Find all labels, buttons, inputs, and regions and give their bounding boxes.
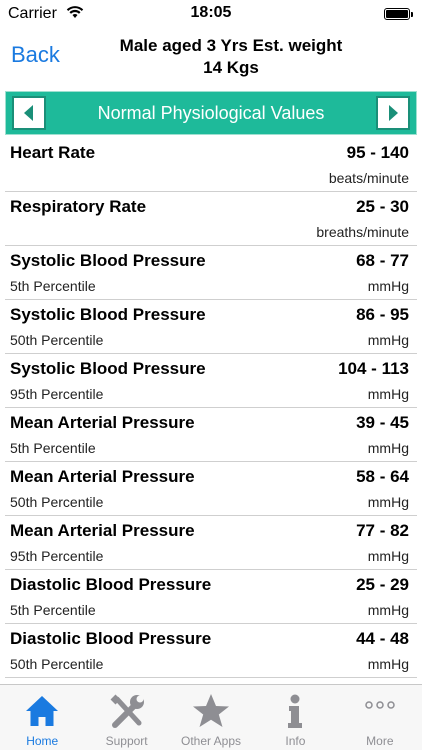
list-item: Systolic Blood Pressure 104 - 113 95th P…: [5, 354, 417, 408]
parameter-range: 68 - 77: [356, 251, 409, 270]
section-title: Normal Physiological Values: [97, 103, 325, 123]
parameter-name: Systolic Blood Pressure: [10, 251, 206, 270]
tools-icon: [107, 691, 147, 731]
parameter-unit: mmHg: [367, 332, 409, 348]
wifi-icon: [66, 5, 84, 19]
parameter-range: 25 - 29: [356, 575, 409, 594]
parameter-name: Mean Arterial Pressure: [10, 467, 195, 486]
parameter-percentile: 5th Percentile: [10, 440, 96, 456]
parameter-range: 44 - 48: [356, 629, 409, 648]
parameter-unit: mmHg: [367, 440, 409, 456]
parameter-percentile: 5th Percentile: [10, 602, 96, 618]
parameter-percentile: 50th Percentile: [10, 656, 104, 672]
patient-summary-title: Male aged 3 Yrs Est. weight 14 Kgs: [119, 36, 343, 77]
tab-home-label: Home: [26, 734, 59, 748]
list-item: Diastolic Blood Pressure 44 - 48 50th Pe…: [5, 624, 417, 678]
parameter-percentile: 95th Percentile: [10, 386, 104, 402]
tab-bar: Home Support Other Apps: [0, 684, 422, 750]
section-header: Normal Physiological Values: [5, 91, 417, 135]
status-bar: Carrier 18:05: [0, 0, 422, 28]
battery-icon: [384, 8, 413, 20]
parameter-unit: mmHg: [367, 656, 409, 672]
parameter-range: 25 - 30: [356, 197, 409, 216]
info-icon: [275, 691, 315, 731]
list-item: Diastolic Blood Pressure 25 - 29 5th Per…: [5, 570, 417, 624]
tab-support-label: Support: [105, 734, 148, 748]
arrow-right-icon: [389, 105, 398, 121]
parameter-range: 95 - 140: [346, 143, 409, 162]
parameter-name: Diastolic Blood Pressure: [10, 575, 212, 594]
home-icon: [22, 691, 62, 731]
parameter-range: 86 - 95: [356, 305, 409, 324]
parameter-range: 39 - 45: [356, 413, 409, 432]
parameter-name: Diastolic Blood Pressure: [10, 629, 212, 648]
tab-info[interactable]: Info: [253, 685, 337, 750]
navigation-bar: Back Male aged 3 Yrs Est. weight 14 Kgs: [0, 28, 422, 84]
star-icon: [191, 691, 231, 731]
parameter-name: Mean Arterial Pressure: [10, 521, 195, 540]
next-section-button[interactable]: [376, 96, 410, 130]
parameter-range: 104 - 113: [338, 359, 409, 378]
parameter-name: Respiratory Rate: [10, 197, 147, 216]
parameter-unit: mmHg: [367, 278, 409, 294]
tab-other-apps-label: Other Apps: [180, 734, 242, 748]
parameter-unit: mmHg: [367, 494, 409, 510]
more-icon: [360, 691, 400, 731]
list-item: Systolic Blood Pressure 68 - 77 5th Perc…: [5, 246, 417, 300]
parameter-range: 58 - 64: [356, 467, 409, 486]
tab-other-apps[interactable]: Other Apps: [169, 685, 253, 750]
list-item: Systolic Blood Pressure 86 - 95 50th Per…: [5, 300, 417, 354]
list-item: Heart Rate 95 - 140 beats/minute: [5, 138, 417, 192]
values-list: Heart Rate 95 - 140 beats/minute Respira…: [5, 138, 417, 678]
parameter-unit: mmHg: [367, 548, 409, 564]
parameter-unit: mmHg: [367, 602, 409, 618]
back-button[interactable]: Back: [11, 42, 60, 67]
parameter-unit: beats/minute: [328, 170, 409, 186]
tab-more-label: More: [366, 734, 394, 748]
tab-home[interactable]: Home: [0, 685, 84, 750]
list-item: Mean Arterial Pressure 58 - 64 50th Perc…: [5, 462, 417, 516]
parameter-name: Systolic Blood Pressure: [10, 305, 206, 324]
parameter-unit: mmHg: [367, 386, 409, 402]
clock-time: 18:05: [190, 4, 232, 21]
parameter-name: Mean Arterial Pressure: [10, 413, 195, 432]
parameter-percentile: 50th Percentile: [10, 494, 104, 510]
tab-support[interactable]: Support: [84, 685, 168, 750]
parameter-name: Systolic Blood Pressure: [10, 359, 206, 378]
parameter-percentile: 50th Percentile: [10, 332, 104, 348]
parameter-name: Heart Rate: [10, 143, 96, 162]
previous-section-button[interactable]: [12, 96, 46, 130]
arrow-left-icon: [24, 105, 33, 121]
list-item: Mean Arterial Pressure 39 - 45 5th Perce…: [5, 408, 417, 462]
list-item: Mean Arterial Pressure 77 - 82 95th Perc…: [5, 516, 417, 570]
parameter-unit: breaths/minute: [316, 224, 409, 240]
tab-info-label: Info: [285, 734, 306, 748]
parameter-percentile: 5th Percentile: [10, 278, 96, 294]
parameter-range: 77 - 82: [356, 521, 409, 540]
carrier-label: Carrier: [8, 5, 57, 22]
list-item: Respiratory Rate 25 - 30 breaths/minute: [5, 192, 417, 246]
tab-more[interactable]: More: [338, 685, 422, 750]
parameter-percentile: 95th Percentile: [10, 548, 104, 564]
